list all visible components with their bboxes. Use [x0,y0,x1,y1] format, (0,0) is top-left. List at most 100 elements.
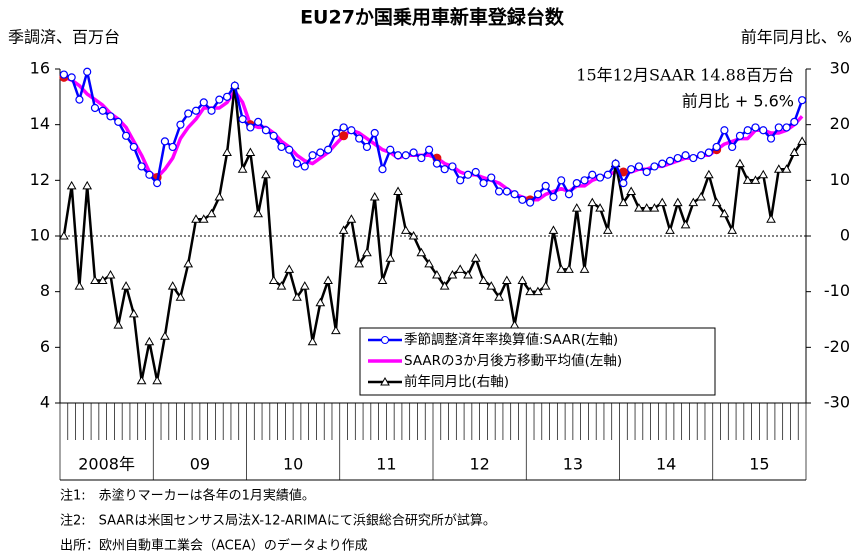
point [494,292,504,301]
point [184,109,193,118]
x-group-label: 11 [376,455,396,474]
point [517,275,528,285]
point [712,142,721,152]
point [641,203,652,212]
point [284,264,295,273]
point [626,186,637,195]
point [176,120,185,129]
point [727,225,738,234]
point [268,275,279,285]
point [588,170,597,179]
point [237,164,248,173]
point [657,197,668,207]
point [83,67,92,76]
point [354,258,365,268]
point [207,106,216,115]
point [222,92,232,101]
point [346,214,357,223]
point [743,126,752,135]
point [214,192,225,201]
point [206,208,217,218]
point [602,225,613,234]
annotation: 15年12月SAAR 14.88百万台 [576,66,794,85]
point [634,203,644,212]
legend-marker [380,376,390,386]
point [198,214,209,223]
y-tick-label: 6 [40,337,50,356]
x-group-label: 13 [563,455,583,474]
point [501,275,512,285]
point [168,142,177,152]
y2-tick-label: 20 [830,114,850,133]
point [618,197,629,207]
y2-tick-label: -10 [824,281,850,300]
point [548,225,559,234]
x-group-label: 2008年 [78,455,135,474]
point [556,264,567,273]
point [789,147,800,156]
point [479,179,488,188]
point [533,286,543,296]
point [471,167,480,177]
point [579,264,590,273]
point [128,308,139,318]
point [160,137,170,146]
point [97,275,108,285]
point [564,264,574,273]
x-group-label: 15 [749,455,769,474]
point [447,269,458,279]
point [603,170,612,179]
y2-axis-label: 前年同月比、% [741,28,852,47]
point [167,281,178,290]
point [285,145,294,154]
point [456,176,465,185]
point [183,258,194,268]
point [137,162,146,171]
point [121,131,131,140]
point [502,187,511,196]
point [681,151,690,160]
point [611,159,620,168]
point [416,247,427,257]
point [750,175,761,184]
point [689,153,698,163]
point [658,159,667,168]
point [409,148,418,157]
point [106,112,115,121]
y-tick-label: 14 [30,114,50,133]
note: 注2: SAARは米国センサス局法X-12-ARIMAにて浜銀総合研究所が試算。 [60,513,496,529]
point [144,336,155,346]
y-tick-label: 10 [30,226,50,245]
point [74,281,85,290]
point [680,219,691,229]
note: 注1: 赤塗りマーカーは各年の1月実績値。 [60,488,315,504]
legend-marker [381,336,389,344]
point [463,269,473,279]
point [751,123,760,132]
point [105,269,116,279]
point [448,162,457,171]
point [541,181,550,190]
point [494,187,504,196]
point [408,230,419,240]
y2-tick-label: 30 [830,59,850,78]
point [59,230,69,240]
point [308,151,317,160]
point [98,106,107,115]
point [526,198,535,207]
point [338,225,349,234]
y2-tick-label: 10 [830,170,850,189]
point [735,158,745,168]
y-axis-label: 季調済、百万台 [8,28,120,47]
point [704,148,713,157]
point [634,162,644,171]
legend-label: 前年同月比(右軸) [404,373,509,390]
point [300,162,309,171]
point [619,179,628,188]
point [649,203,660,212]
point [759,126,768,135]
point [401,151,410,160]
point [774,123,783,132]
point [82,180,93,190]
